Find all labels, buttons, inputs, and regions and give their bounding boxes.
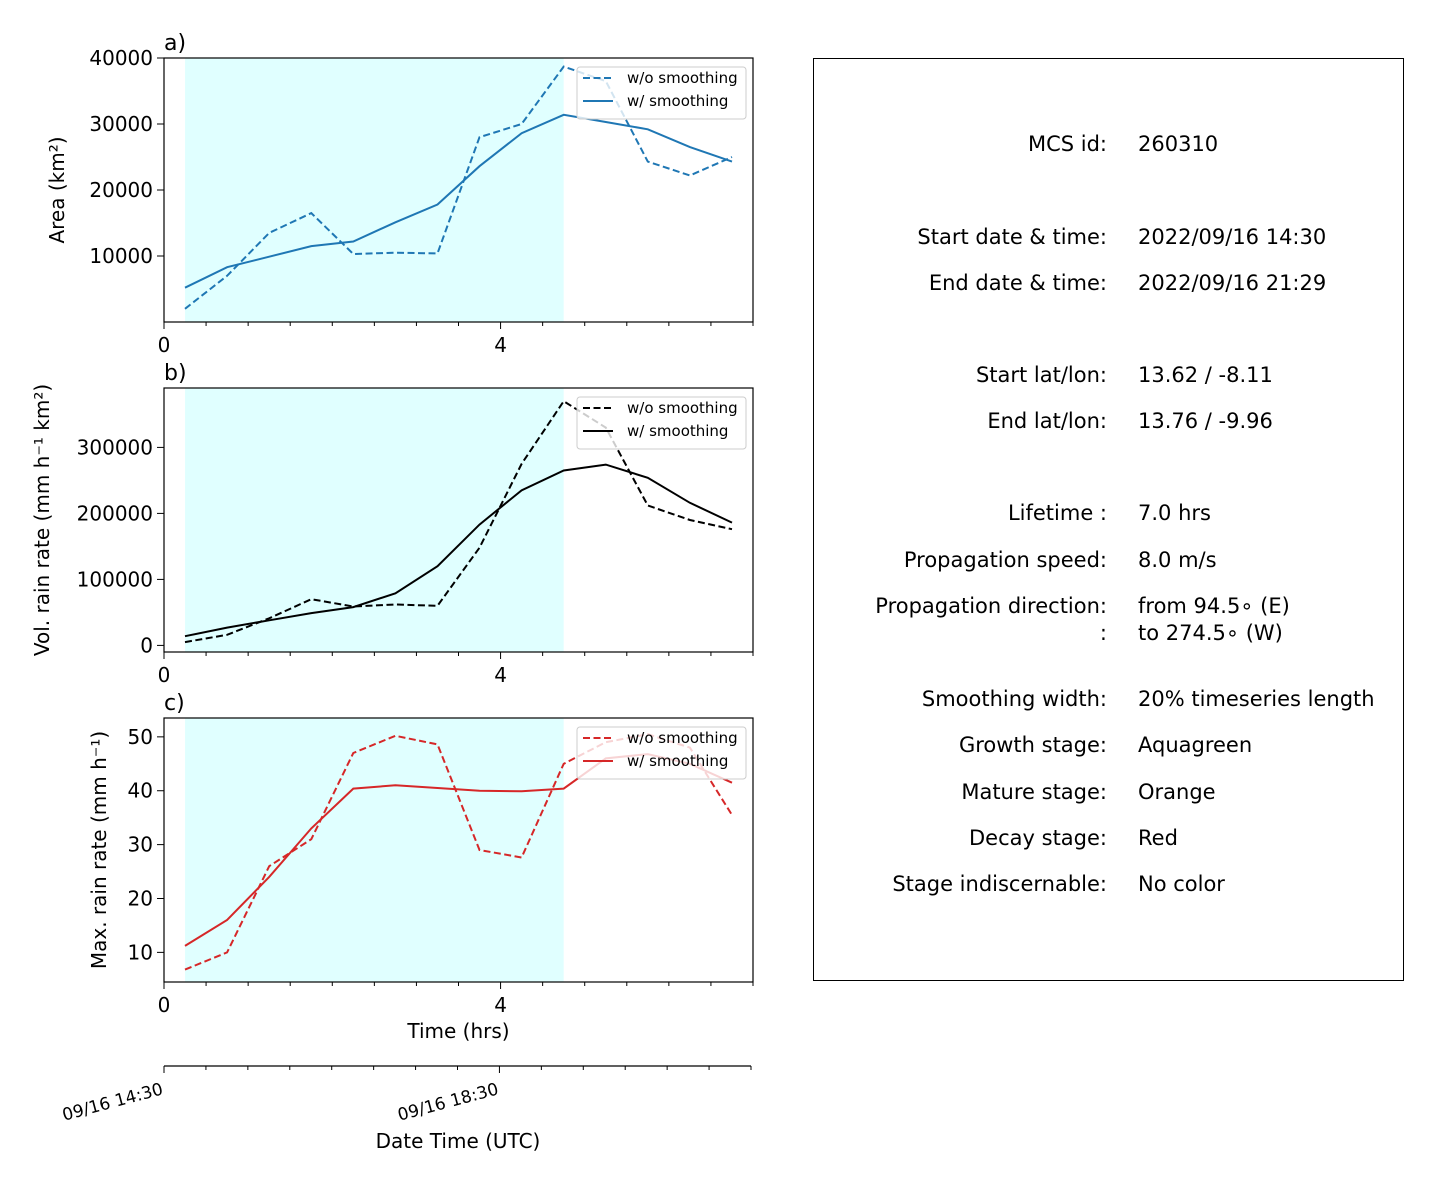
info-key: Smoothing width: [921,687,1107,711]
info-value: 2022/09/16 14:30 [1138,225,1327,249]
legend-label: w/o smoothing [627,729,738,747]
info-value: 13.76 / -9.96 [1138,409,1273,433]
y-tick-label: 40 [128,779,153,803]
y-axis-label: Vol. rain rate (mm h⁻¹ km²) [30,384,54,656]
x-tick-label: 4 [494,993,507,1017]
y-tick-label: 200000 [77,501,153,525]
legend-label: w/ smoothing [627,422,728,440]
y-tick-label: 30 [128,833,153,857]
x-tick-label: 0 [158,333,171,357]
legend-label: w/o smoothing [627,399,738,417]
date-axis-label: Date Time (UTC) [376,1129,541,1153]
y-tick-label: 0 [140,633,153,657]
panel-b: 0 4 0 100000 200000 300000 b) Vol. rain rate (m… [30,361,754,687]
info-key: Stage indiscernable: [892,872,1107,896]
x-tick-label: 0 [158,993,171,1017]
info-value: 20% timeseries length [1138,687,1375,711]
y-tick-label: 10 [128,940,153,964]
info-value: 260310 [1138,132,1219,156]
info-value: from 94.5∘ (E) [1138,594,1290,618]
y-tick-label: 100000 [77,567,153,591]
info-value: 2022/09/16 21:29 [1138,271,1327,295]
info-key: Start date & time: [917,225,1107,249]
y-tick-label: 40000 [89,46,153,70]
info-value: Red [1138,826,1178,850]
legend-box [576,66,747,120]
series-line-raw [184,399,733,644]
panel-a: 0 4 10000 20000 30000 40000 a) Area (km²) w/o sm… [45,31,754,357]
info-key: End date & time: [928,271,1107,295]
date-time-axis: 09/16 14:30 09/16 18:30 Date Time (UTC) [60,1065,752,1153]
y-tick-label: 20 [128,886,153,910]
panel-c: 0 4 10 20 30 40 50 c) Max. rain rate (mm h⁻¹) w/o… [87,691,754,1043]
x-tick-label: 4 [494,333,507,357]
info-key: Growth stage: [958,733,1107,757]
info-key: : [1099,621,1107,645]
x-tick-label: 4 [494,663,507,687]
info-key: Lifetime : [1007,501,1107,525]
info-value: to 274.5∘ (W) [1138,621,1283,645]
legend-label: w/ smoothing [627,92,728,110]
y-tick-label: 10000 [89,244,153,268]
growth-stage-shading [185,388,564,652]
panel-label: c) [164,691,185,716]
info-key: End lat/lon: [987,409,1107,433]
series-line-smoothed [184,113,733,289]
info-value: Aquagreen [1138,733,1253,757]
info-key: Decay stage: [969,826,1107,850]
y-axis-label: Area (km²) [45,136,69,243]
info-value: 8.0 m/s [1138,548,1217,572]
panel-label: b) [164,361,187,386]
x-axis-label: Time (hrs) [406,1019,509,1043]
info-value: No color [1138,872,1225,896]
legend-label: w/ smoothing [627,752,728,770]
series-line-raw [184,65,733,310]
legend-box [576,726,747,780]
date-tick-label: 09/16 18:30 [396,1080,501,1126]
legend-label: w/o smoothing [627,69,738,87]
y-tick-label: 20000 [89,178,153,202]
growth-stage-shading [185,718,564,982]
growth-stage-shading [185,58,564,322]
mcs-info-panel: MCS id: 260310 Start date & time: 2022/09/1… [813,58,1404,981]
info-key: Mature stage: [961,780,1107,804]
info-key: Propagation speed: [903,548,1107,572]
y-axis-label: Max. rain rate (mm h⁻¹) [87,731,111,969]
x-tick-label: 0 [158,663,171,687]
info-key: Propagation direction: [875,594,1107,618]
series-line-smoothed [184,463,733,638]
info-value: Orange [1138,780,1216,804]
y-tick-label: 50 [128,725,153,749]
panel-label: a) [164,31,186,56]
date-tick-label: 09/16 14:30 [60,1080,165,1126]
y-tick-label: 30000 [89,112,153,136]
info-key: Start lat/lon: [975,363,1107,387]
y-tick-label: 300000 [77,435,153,459]
legend-box [576,396,747,450]
info-value: 13.62 / -8.11 [1138,363,1273,387]
info-key: MCS id: [1027,132,1107,156]
info-value: 7.0 hrs [1138,501,1211,525]
